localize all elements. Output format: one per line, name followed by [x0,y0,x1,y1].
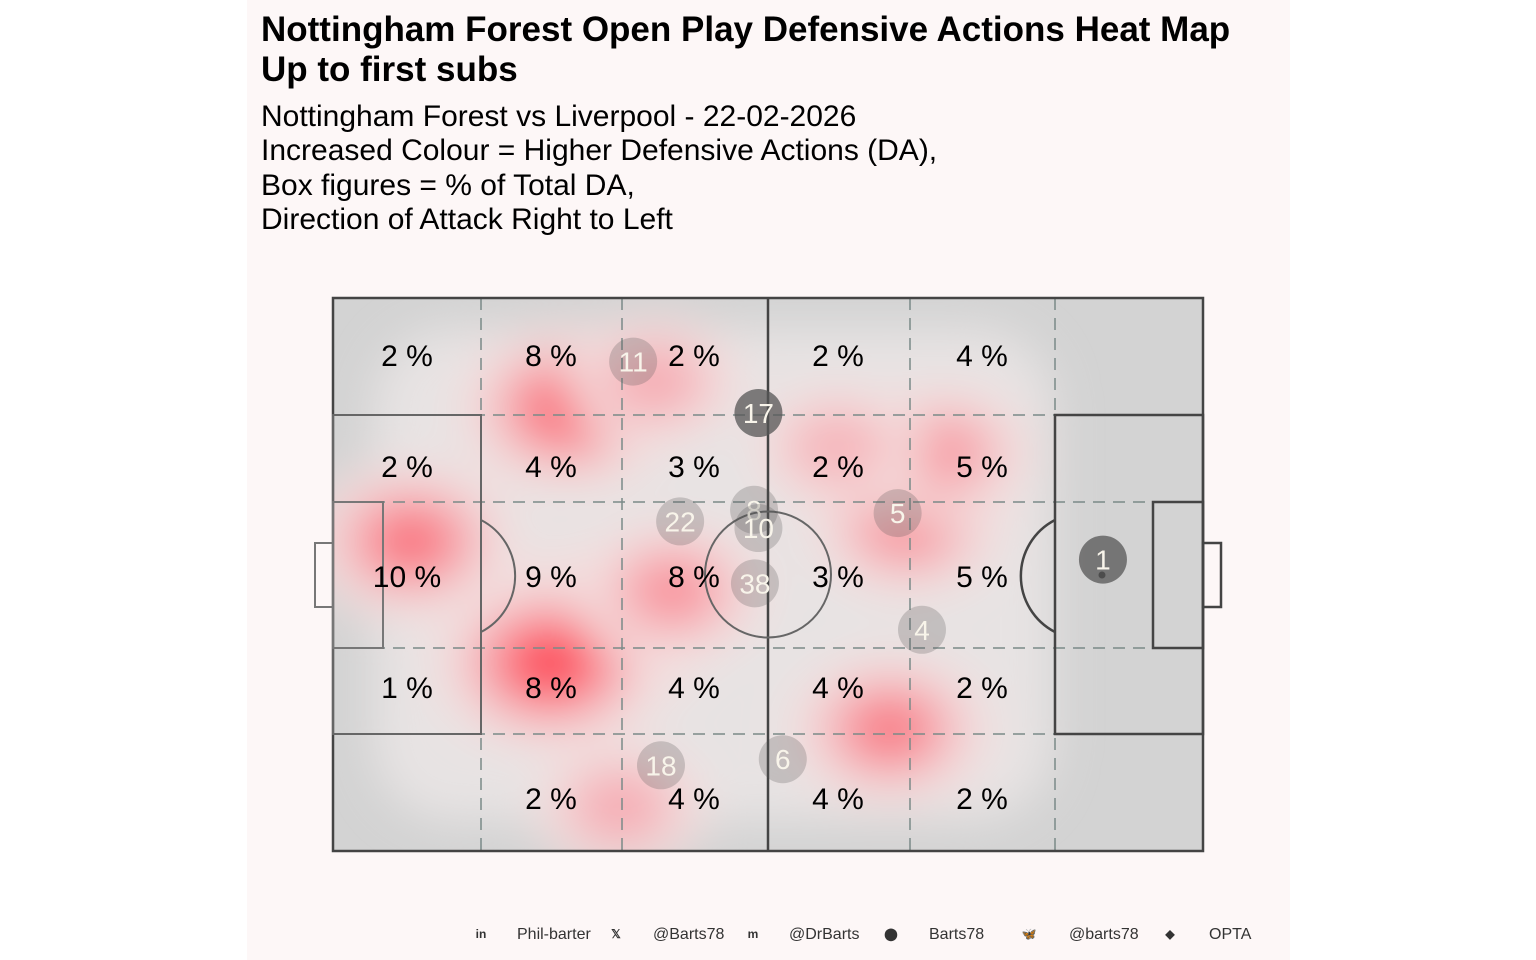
player-number: 6 [775,744,791,775]
player-marker-circle [1078,535,1127,584]
zone-label-r4-c4: 2 % [956,783,1008,816]
player-marker-1: 1 [1078,535,1127,584]
zone-label-r3-c0: 1 % [381,672,433,705]
chart-title-line2: Up to first subs [261,50,518,89]
zone-label-r2-c4: 5 % [956,561,1008,594]
zone-label-r3-c3: 4 % [812,672,864,705]
dropbox-icon: ◆ [1165,927,1175,941]
player-marker-4: 4 [897,605,946,654]
bluesky-icon: 🦋 [1021,927,1037,941]
player-marker-38: 38 [730,559,779,608]
pitch-markings [314,296,1223,853]
footer-credit-text: Phil-barter [517,926,591,943]
player-marker-circle [758,735,807,784]
zone-label-r2-c0: 10 % [373,561,441,594]
zone-label-r1-c0: 2 % [381,451,433,484]
footer-credit-text: Barts78 [929,926,985,943]
heat-blob-core-5 [638,564,707,618]
player-number: 38 [739,568,770,599]
zone-label-r0-c0: 2 % [381,340,433,373]
zone-label-r3-c1: 8 % [525,672,577,705]
zone-label-r1-c1: 4 % [525,451,577,484]
zone-label-r3-c2: 4 % [668,672,720,705]
footer-credit-text: @Barts78 [653,926,725,943]
player-marker-circle [897,605,946,654]
centre-circle [704,510,832,639]
player-marker-22: 22 [656,497,705,546]
player-marker-6: 6 [758,735,807,784]
player-marker-5: 5 [873,489,922,538]
player-marker-circle [609,337,658,386]
player-number: 22 [665,506,696,537]
zone-label-r3-c4: 2 % [956,672,1008,705]
penalty-arc-left [480,519,517,633]
subtitle-direction-note: Direction of Attack Right to Left [261,203,673,236]
player-number: 11 [619,347,648,378]
heat-blob-core-10 [810,425,866,469]
player-marker-circle [656,497,705,546]
subtitle-colour-note: Increased Colour = Higher Defensive Acti… [261,134,938,167]
zone-label-r1-c3: 2 % [812,451,864,484]
player-number: 18 [645,750,676,781]
player-marker-circle [873,489,922,538]
github-icon: ⬤ [884,927,898,941]
zone-label-r2-c1: 9 % [525,561,577,594]
zone-label-r1-c2: 3 % [668,451,720,484]
heat-layer [333,315,1053,851]
heat-blob-core-8 [851,699,929,760]
player-number: 8 [746,495,762,526]
x-icon: 𝕏 [611,927,621,941]
linkedin-icon: in [475,927,487,941]
player-number: 1 [1095,545,1111,576]
zone-label-r0-c3: 2 % [812,340,864,373]
player-marker-circle [734,389,783,438]
player-marker-11: 11 [609,337,658,386]
zone-label-r0-c2: 2 % [668,340,720,373]
zone-label-r2-c3: 3 % [812,561,864,594]
goal-left [314,542,334,608]
subtitle-box-note: Box figures = % of Total DA, [261,169,635,202]
player-marker-circle [730,559,779,608]
player-marker-circle [730,485,779,534]
zone-label-r1-c4: 5 % [956,451,1008,484]
zone-label-r4-c2: 4 % [668,783,720,816]
heat-blob-core-7 [909,427,975,478]
heat-blob-core-3 [502,625,599,701]
mastodon-icon: m [747,927,759,941]
footer-credits [0,920,1536,950]
player-marker-17: 17 [734,389,783,438]
footer-credit-text: @DrBarts [789,926,860,943]
goal-right [1201,541,1223,609]
zone-label-r0-c1: 8 % [525,340,577,373]
zone-label-r4-c3: 4 % [812,783,864,816]
heat-density [333,315,1053,851]
zone-label-r0-c4: 4 % [956,340,1008,373]
heat-blob-core-4 [625,358,684,404]
player-number: 5 [890,498,906,529]
zone-label-r2-c2: 8 % [668,561,720,594]
heat-blob-core-9 [591,784,650,830]
zone-labels: 2 % 8 % 2 % 2 % 4 % 2 % 4 % 3 % 2 % 5 % 10 % 9 % 8 %… [373,340,1008,816]
footer-credit-text: OPTA [1209,926,1252,943]
chart-title: Nottingham Forest Open Play Defensive Ac… [261,10,1231,49]
player-marker-8: 8 [730,485,779,534]
penalty-arc-right [1019,518,1056,634]
player-number: 10 [743,513,774,544]
footer-credit-text: @barts78 [1069,926,1139,943]
player-number: 4 [914,615,930,646]
player-marker-circle [734,504,783,553]
player-marker-10: 10 [734,504,783,553]
player-marker-circle [636,741,685,790]
zone-label-r4-c1: 2 % [525,783,577,816]
player-marker-18: 18 [636,741,685,790]
player-number: 17 [743,398,774,429]
heat-blob-core-0 [371,510,452,573]
subtitle-match: Nottingham Forest vs Liverpool - 22-02-2… [261,100,857,133]
